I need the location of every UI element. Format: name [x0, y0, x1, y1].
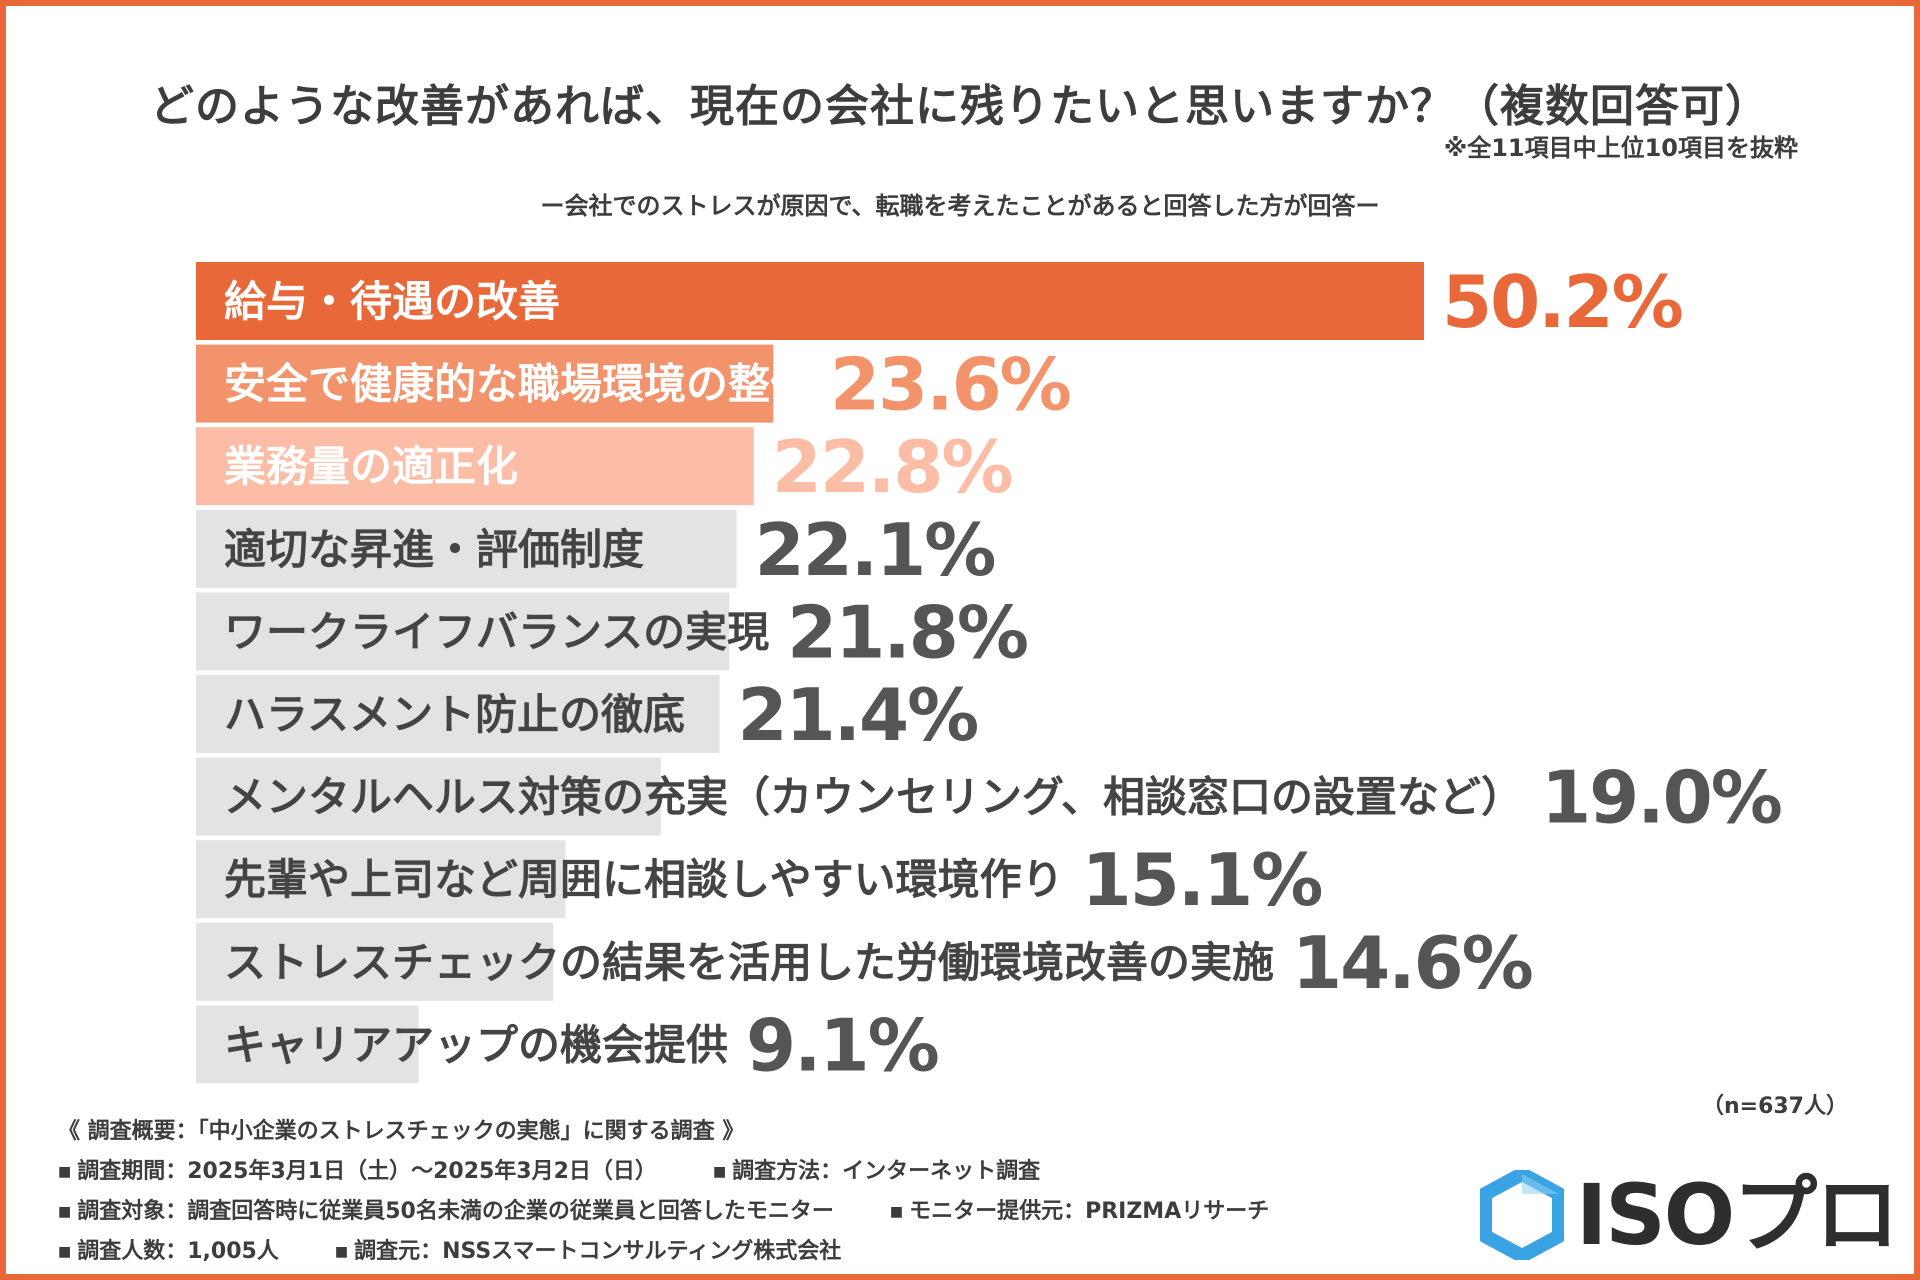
bar-value-8: 15.1%: [1082, 838, 1322, 922]
bullet-icon: ■: [58, 1164, 72, 1180]
survey-provider: モニター提供元：PRIZMAリサーチ: [909, 1199, 1270, 1224]
bar-label-6: ハラスメント防止の徹底: [224, 690, 685, 739]
survey-organizer: 調査元：NSSスマートコンサルティング株式会社: [354, 1239, 842, 1264]
bar-5: [196, 592, 730, 671]
bar-7: [196, 757, 661, 836]
bullet-icon: ■: [712, 1164, 727, 1180]
bullet-icon: ■: [58, 1244, 72, 1260]
survey-count: 調査人数：1,005人: [77, 1239, 279, 1264]
bar-value-6: 21.4%: [737, 673, 977, 757]
survey-heading: 《 調査概要：「中小企業のストレスチェックの実態」に関する調査 》: [58, 1119, 745, 1144]
survey-summary: 《 調査概要：「中小企業のストレスチェックの実態」に関する調査 》 ■ 調査期間：…: [58, 1112, 1269, 1272]
bar-value-1: 50.2%: [1442, 260, 1682, 344]
bar-label-3: 業務量の適正化: [224, 442, 518, 491]
bar-9: [196, 922, 554, 1001]
bullet-icon: ■: [889, 1204, 904, 1220]
survey-row-3: ■ 調査人数：1,005人 ■ 調査元：NSSスマートコンサルティング株式会社: [58, 1232, 1269, 1272]
survey-row-2: ■ 調査対象：調査回答時に従業員50名未満の企業の従業員と回答したモニター ■ モニタ…: [58, 1192, 1269, 1232]
survey-method: 調査方法：インターネット調査: [732, 1159, 1041, 1184]
hexagon-logo-icon: [1480, 1170, 1564, 1260]
bar-1: [196, 262, 1424, 340]
bar-label-4: 適切な昇進・評価制度: [224, 525, 644, 574]
bar-value-9: 14.6%: [1292, 921, 1532, 1005]
bar-2: [196, 344, 774, 423]
bar-3: [196, 427, 754, 506]
bar-value-3: 22.8%: [772, 425, 1012, 509]
bar-6: [196, 675, 720, 753]
bar-label-10: キャリアアップの機会提供: [224, 1020, 728, 1069]
bar-label-7: メンタルヘルス対策の充実（カウンセリング、相談窓口の設置など）: [224, 773, 1523, 822]
bar-4: [196, 509, 737, 588]
bar-label-2: 安全で健康的な職場環境の整備: [224, 360, 812, 409]
bar-label-5: ワークライフバランスの実現: [224, 607, 769, 656]
sample-size: （n=637人）: [1701, 1094, 1848, 1119]
bar-value-7: 19.0%: [1541, 756, 1781, 840]
bar-label-8: 先輩や上司など周囲に相談しやすい環境作り: [224, 855, 1064, 904]
survey-row-1: ■ 調査期間：2025年3月1日（土）～2025年3月2日（日） ■ 調査方法：インタ…: [58, 1152, 1269, 1192]
bullet-icon: ■: [58, 1204, 72, 1220]
chart-title: どのような改善があれば、現在の会社に残りたいと思いますか？（複数回答可）: [150, 81, 1770, 132]
company-logo: ISOプロ: [1480, 1166, 1899, 1264]
bar-8: [196, 840, 566, 919]
survey-target: 調査対象：調査回答時に従業員50名未満の企業の従業員と回答したモニター: [77, 1199, 834, 1224]
chart-note: ※全11項目中上位10項目を抜粋: [1443, 134, 1798, 162]
bar-value-4: 22.1%: [755, 508, 995, 592]
bar-chart: 給与・待遇の改善 50.2% 安全で健康的な職場環境の整備 23.6% 業務量の適正化 2…: [196, 260, 1783, 1087]
bar-label-1: 給与・待遇の改善: [224, 277, 560, 326]
bar-10: [196, 1005, 419, 1084]
bar-label-9: ストレスチェックの結果を活用した労働環境改善の実施: [224, 938, 1274, 987]
bullet-icon: ■: [334, 1244, 349, 1260]
bar-value-2: 23.6%: [830, 343, 1070, 427]
chart-subtitle: ー会社でのストレスが原因で、転職を考えたことがあると回答した方が回答ー: [540, 192, 1380, 220]
survey-period: 調査期間：2025年3月1日（土）～2025年3月2日（日）: [77, 1159, 657, 1184]
bar-value-10: 9.1%: [746, 1003, 938, 1087]
logo-text: ISOプロ: [1576, 1166, 1899, 1264]
bar-value-5: 21.8%: [787, 590, 1027, 674]
